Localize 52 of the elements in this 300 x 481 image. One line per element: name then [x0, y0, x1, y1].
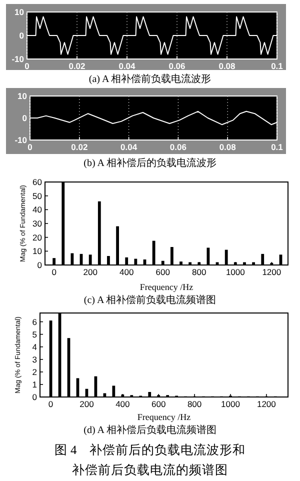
y-tick-label: -10	[14, 135, 28, 145]
x-tick-label: 0.02	[71, 142, 88, 152]
y-tick-label: 20	[32, 232, 42, 242]
text: (c) A 相补偿前负载电流频谱图	[84, 294, 216, 306]
y-tick-label: 40	[32, 204, 42, 215]
x-tick-label: 400	[120, 267, 134, 277]
x-tick-label: 1000	[226, 267, 246, 277]
y-tick-label: 0	[19, 30, 24, 40]
x-tick-label: 0.04	[120, 142, 138, 152]
x-tick-label: 1200	[256, 399, 276, 409]
y-tick-label: 0	[32, 392, 38, 402]
y-tick-label: 3	[32, 354, 38, 364]
y-tick-label: 0	[37, 260, 42, 270]
x-tick-label: 0.06	[168, 61, 186, 71]
x-tick-label: 600	[156, 267, 170, 277]
x-tick-label: 0.06	[170, 142, 187, 152]
x-tick-label: 0.1	[271, 142, 284, 152]
x-axis-title: Frequency /Hz	[137, 412, 191, 422]
x-tick-label: 0.08	[219, 142, 236, 152]
x-axis-title: Frequency /Hz	[140, 282, 194, 292]
x-tick-label: 1200	[262, 267, 282, 277]
y-tick-label: -10	[12, 54, 24, 64]
y-tick-label: 0	[22, 113, 28, 123]
x-tick-label: 800	[192, 267, 207, 277]
x-tick-label: 0.08	[218, 61, 236, 71]
y-tick-label: 10	[32, 246, 42, 256]
y-tick-label: 2	[32, 366, 38, 377]
y-tick-label: 6	[32, 316, 38, 327]
caption: 图 4 补偿前后的负载电流波形和	[54, 442, 246, 457]
x-tick-label: 0.04	[118, 61, 136, 71]
x-tick-label: 400	[116, 399, 130, 409]
x-tick-label: 0	[48, 399, 54, 409]
text: (b) A 相补偿后的负载电流波形	[84, 157, 216, 169]
y-tick-label: 60	[32, 177, 42, 187]
x-tick-label: 200	[83, 267, 98, 277]
text: (a) A 相补偿前负载电流波形	[88, 73, 212, 85]
y-tick-label: 4	[32, 342, 38, 352]
y-tick-label: 50	[32, 190, 42, 201]
x-tick-label: 1000	[221, 399, 240, 409]
y-tick-label: 30	[32, 218, 42, 228]
text: (d) A 相补偿后负载电流频谱图	[84, 424, 216, 436]
text: 补偿前后负载电流的频谱图	[72, 462, 228, 477]
x-tick-label: 0.1	[271, 61, 284, 71]
x-tick-label: 800	[187, 399, 202, 409]
x-tick-label: 600	[152, 399, 166, 409]
y-tick-label: 5	[32, 329, 38, 340]
y-tick-label: 10	[14, 7, 24, 17]
x-tick-label: 0.02	[68, 61, 86, 71]
y-tick-label: 1	[32, 379, 38, 390]
x-tick-label: 200	[80, 399, 94, 409]
y-tick-label: 10	[18, 91, 28, 101]
x-tick-label: 0	[52, 267, 57, 277]
